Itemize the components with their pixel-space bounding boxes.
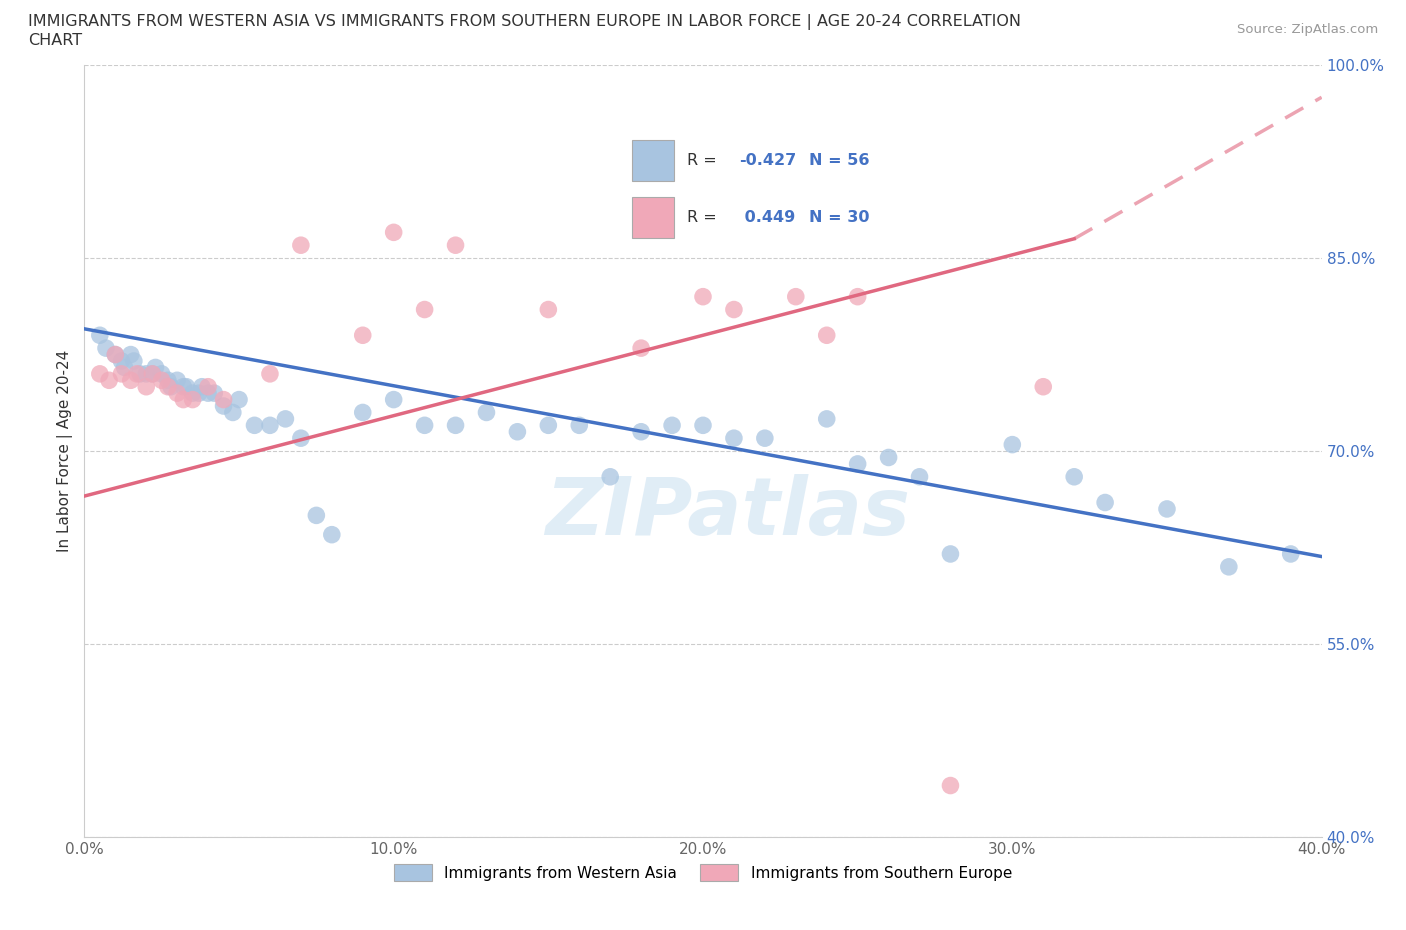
Point [692, 418, 714, 432]
Point [352, 405, 374, 420]
Point [202, 386, 225, 401]
Point [537, 418, 560, 432]
Point [630, 424, 652, 439]
Point [413, 302, 436, 317]
Point [290, 238, 312, 253]
Point [630, 340, 652, 355]
Legend: Immigrants from Western Asia, Immigrants from Southern Europe: Immigrants from Western Asia, Immigrants… [388, 858, 1018, 887]
Point [120, 347, 142, 362]
Point [110, 366, 132, 381]
Point [1001, 437, 1024, 452]
Point [290, 431, 312, 445]
Point [1063, 470, 1085, 485]
Point [160, 379, 183, 394]
Point [141, 366, 163, 381]
Point [243, 418, 266, 432]
Point [382, 225, 405, 240]
Point [125, 366, 148, 381]
Point [197, 379, 219, 394]
Point [181, 392, 204, 407]
Point [129, 366, 152, 381]
Point [815, 411, 838, 426]
Point [723, 431, 745, 445]
Point [1032, 379, 1054, 394]
Point [661, 418, 683, 432]
Point [599, 470, 621, 485]
Point [114, 360, 136, 375]
Point [104, 347, 127, 362]
Point [815, 328, 838, 343]
Text: Source: ZipAtlas.com: Source: ZipAtlas.com [1237, 23, 1378, 36]
Point [1094, 495, 1116, 510]
Point [145, 360, 167, 375]
Point [191, 379, 214, 394]
Point [352, 328, 374, 343]
Point [723, 302, 745, 317]
Point [172, 379, 194, 394]
Point [166, 386, 188, 401]
Point [568, 418, 591, 432]
Point [181, 386, 204, 401]
Point [754, 431, 776, 445]
Point [908, 470, 931, 485]
Point [172, 392, 194, 407]
Point [212, 399, 235, 414]
Point [444, 238, 467, 253]
Point [104, 347, 127, 362]
Point [259, 366, 281, 381]
Point [939, 778, 962, 793]
Point [692, 289, 714, 304]
Point [120, 373, 142, 388]
Point [305, 508, 328, 523]
Point [274, 411, 297, 426]
Point [259, 418, 281, 432]
Point [222, 405, 245, 420]
Point [150, 366, 173, 381]
Point [94, 340, 117, 355]
Point [506, 424, 529, 439]
Point [166, 373, 188, 388]
Point [156, 379, 179, 394]
Point [444, 418, 467, 432]
Point [785, 289, 807, 304]
Point [846, 457, 869, 472]
Point [846, 289, 869, 304]
Point [176, 379, 198, 394]
Point [110, 353, 132, 368]
Point [939, 547, 962, 562]
Point [122, 353, 145, 368]
Point [228, 392, 250, 407]
Point [877, 450, 900, 465]
Point [135, 379, 157, 394]
Point [1156, 501, 1178, 516]
Point [98, 373, 121, 388]
Point [135, 366, 157, 381]
Point [150, 373, 173, 388]
Point [537, 302, 560, 317]
Text: CHART: CHART [28, 33, 82, 47]
Point [413, 418, 436, 432]
Point [156, 373, 179, 388]
Point [212, 392, 235, 407]
Point [197, 386, 219, 401]
Point [187, 386, 209, 401]
Point [321, 527, 343, 542]
Point [89, 328, 111, 343]
Point [1279, 547, 1302, 562]
Point [382, 392, 405, 407]
Point [141, 366, 163, 381]
Point [89, 366, 111, 381]
Text: IMMIGRANTS FROM WESTERN ASIA VS IMMIGRANTS FROM SOUTHERN EUROPE IN LABOR FORCE |: IMMIGRANTS FROM WESTERN ASIA VS IMMIGRAN… [28, 14, 1021, 30]
Y-axis label: In Labor Force | Age 20-24: In Labor Force | Age 20-24 [58, 350, 73, 552]
Point [1218, 560, 1240, 575]
Point [475, 405, 498, 420]
Text: ZIPatlas: ZIPatlas [546, 473, 910, 551]
